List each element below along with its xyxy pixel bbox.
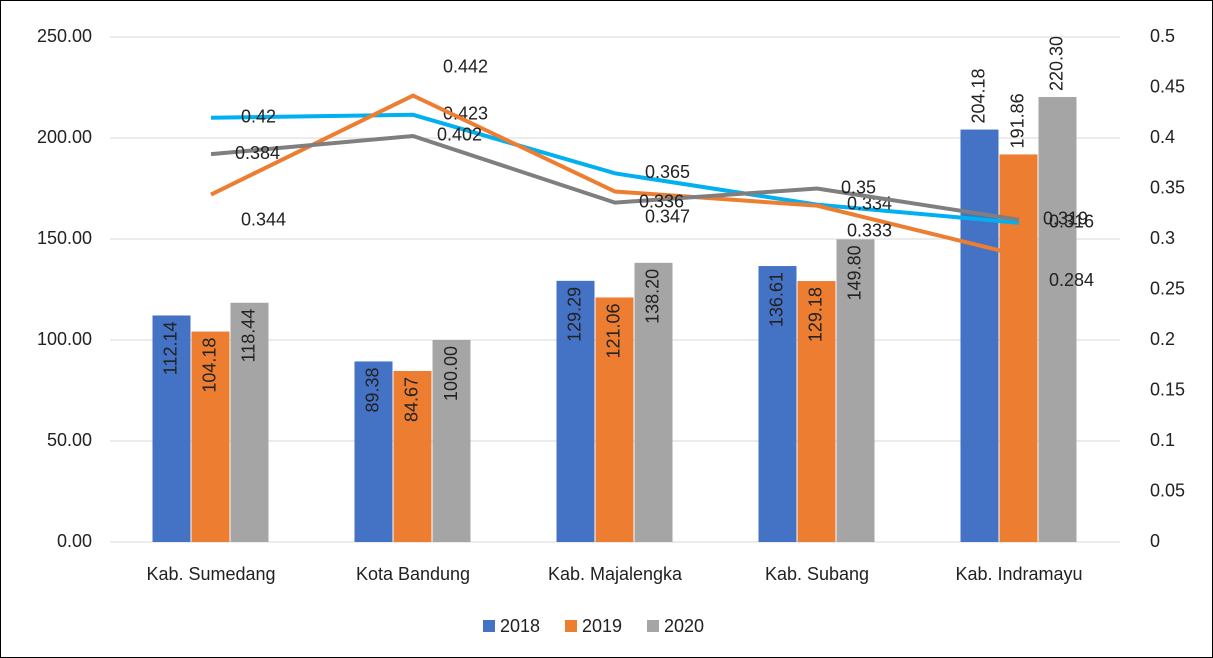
line-value-label: 0.384: [235, 143, 280, 163]
y-tick-label: 200.00: [37, 127, 92, 147]
y2-tick-label: 0.2: [1150, 329, 1175, 349]
y-tick-label: 150.00: [37, 228, 92, 248]
line-value-label: 0.347: [645, 206, 690, 226]
bar: [797, 281, 836, 542]
line-value-label: 0.284: [1049, 270, 1094, 290]
y2-tick-label: 0: [1150, 531, 1160, 551]
line-value-label: 0.442: [443, 56, 488, 76]
bar-value-label: 138.20: [643, 269, 663, 324]
bar: [999, 154, 1038, 542]
x-tick-label: Kab. Indramayu: [955, 564, 1082, 584]
bar: [354, 361, 393, 542]
legend-label: 2018: [500, 616, 540, 636]
bar-value-label: 100.00: [441, 346, 461, 401]
x-tick-label: Kab. Subang: [765, 564, 869, 584]
line-value-label: 0.316: [1049, 212, 1094, 232]
bar: [230, 302, 269, 542]
line-value-label: 0.319: [1043, 209, 1088, 229]
bar-value-label: 89.38: [363, 367, 383, 412]
bar: [191, 331, 230, 542]
bar: [758, 266, 797, 542]
y2-tick-label: 0.45: [1150, 76, 1185, 96]
y-tick-label: 50.00: [47, 430, 92, 450]
line-value-label: 0.35: [841, 177, 876, 197]
bar: [634, 262, 673, 542]
y2-tick-label: 0.1: [1150, 430, 1175, 450]
bar-value-label: 191.86: [1008, 93, 1028, 148]
bar-value-label: 121.06: [604, 303, 624, 358]
line-value-label: 0.42: [241, 107, 276, 127]
y-tick-label: 100.00: [37, 329, 92, 349]
bar: [836, 239, 875, 543]
y-tick-label: 0.00: [57, 531, 92, 551]
line: [210, 133, 1020, 222]
bar: [556, 280, 595, 542]
y2-tick-label: 0.3: [1150, 228, 1175, 248]
bar-value-label: 112.14: [161, 321, 181, 375]
y2-tick-label: 0.5: [1150, 26, 1175, 46]
x-tick-label: Kota Bandung: [356, 564, 470, 584]
line-value-label: 0.423: [443, 104, 488, 124]
line-value-label: 0.336: [639, 191, 684, 211]
legend-swatch: [483, 620, 495, 632]
line-value-label: 0.402: [437, 125, 482, 145]
line-value-label: 0.344: [241, 209, 286, 229]
legend-swatch: [647, 620, 659, 632]
line-value-label: 0.333: [847, 220, 892, 240]
bar-value-label: 149.80: [845, 245, 865, 300]
bar-value-label: 84.67: [402, 377, 422, 422]
bar-value-label: 129.29: [565, 287, 585, 342]
bar: [152, 315, 191, 542]
y2-tick-label: 0.35: [1150, 177, 1185, 197]
y2-tick-label: 0.4: [1150, 127, 1175, 147]
legend-label: 2019: [582, 616, 622, 636]
line: [210, 93, 1020, 258]
y2-tick-label: 0.15: [1150, 379, 1185, 399]
y-tick-label: 250.00: [37, 26, 92, 46]
y2-tick-label: 0.25: [1150, 278, 1185, 298]
bar-value-label: 118.44: [239, 309, 259, 363]
legend-swatch: [565, 620, 577, 632]
bar-value-label: 129.18: [806, 287, 826, 342]
bar: [393, 370, 432, 542]
x-tick-label: Kab. Majalengka: [548, 564, 683, 584]
line: [210, 112, 1020, 225]
bar: [432, 340, 471, 542]
bar-value-label: 104.18: [200, 338, 220, 393]
bar-value-label: 204.18: [969, 68, 989, 123]
bar: [960, 129, 999, 542]
bar-value-label: 220.30: [1047, 36, 1067, 91]
bar: [595, 297, 634, 542]
line-value-label: 0.365: [645, 162, 690, 182]
x-tick-label: Kab. Sumedang: [146, 564, 275, 584]
bar-value-label: 136.61: [767, 272, 787, 327]
y2-tick-label: 0.05: [1150, 480, 1185, 500]
bar: [1038, 96, 1077, 542]
legend-label: 2020: [664, 616, 704, 636]
